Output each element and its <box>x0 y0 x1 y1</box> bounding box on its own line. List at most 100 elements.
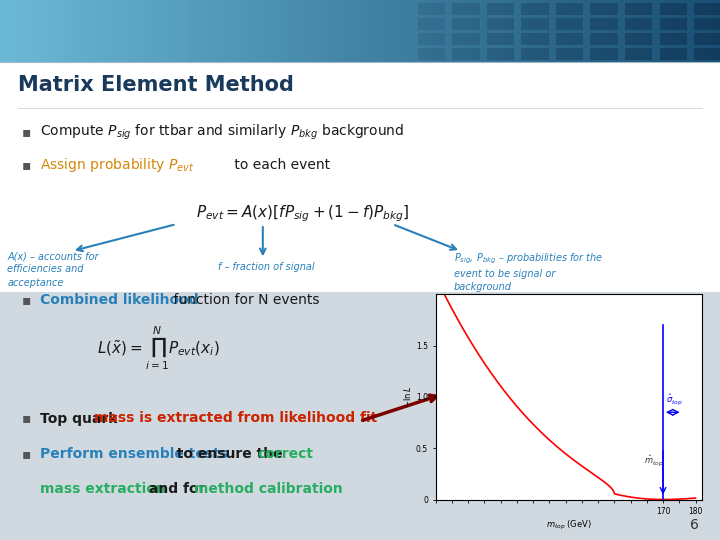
Bar <box>590 0 598 62</box>
Bar <box>302 0 310 62</box>
Bar <box>216 0 223 62</box>
Bar <box>115 0 122 62</box>
Bar <box>259 0 266 62</box>
Bar <box>461 0 468 62</box>
Bar <box>0 0 7 62</box>
Bar <box>101 0 108 62</box>
Bar <box>625 48 652 60</box>
Bar <box>410 0 418 62</box>
Bar <box>108 0 115 62</box>
Bar <box>526 0 533 62</box>
Bar <box>36 0 43 62</box>
Bar <box>521 18 549 30</box>
Bar <box>151 0 158 62</box>
Bar <box>122 0 130 62</box>
Bar <box>487 3 514 15</box>
Text: ▪: ▪ <box>22 411 31 426</box>
Bar <box>418 0 425 62</box>
Bar <box>713 0 720 62</box>
Text: $P_{evt} = A(x)\left[fP_{sig} + (1-f)P_{bkg}\right]$: $P_{evt} = A(x)\left[fP_{sig} + (1-f)P_{… <box>196 203 409 224</box>
Bar <box>187 0 194 62</box>
Bar <box>295 0 302 62</box>
Bar <box>691 0 698 62</box>
Bar <box>202 0 209 62</box>
Bar <box>418 18 445 30</box>
Bar <box>281 0 288 62</box>
Bar <box>396 0 403 62</box>
Bar <box>590 48 618 60</box>
Bar <box>521 48 549 60</box>
Bar <box>487 48 514 60</box>
Bar <box>238 0 245 62</box>
Bar <box>144 0 151 62</box>
Bar <box>452 3 480 15</box>
Bar <box>72 0 79 62</box>
Bar <box>497 0 504 62</box>
Bar <box>625 33 652 45</box>
Bar <box>684 0 691 62</box>
Bar <box>94 0 101 62</box>
Text: correct: correct <box>258 447 314 461</box>
Bar <box>569 0 576 62</box>
Bar <box>694 33 720 45</box>
Bar <box>223 0 230 62</box>
Text: Compute $P_{sig}$ for ttbar and similarly $P_{bkg}$ background: Compute $P_{sig}$ for ttbar and similarl… <box>40 123 404 142</box>
Bar <box>230 0 238 62</box>
Bar <box>590 33 618 45</box>
Bar <box>317 0 324 62</box>
Text: Matrix Element Method: Matrix Element Method <box>18 75 294 95</box>
Bar <box>324 0 331 62</box>
Text: function for N events: function for N events <box>169 293 320 307</box>
Bar <box>22 0 29 62</box>
Bar <box>266 0 274 62</box>
Bar <box>641 0 648 62</box>
Bar <box>252 0 259 62</box>
Text: A(x) – accounts for
efficiencies and
acceptance: A(x) – accounts for efficiencies and acc… <box>7 251 99 287</box>
Bar <box>245 0 252 62</box>
Bar <box>50 0 58 62</box>
Bar <box>511 0 518 62</box>
Text: ▪: ▪ <box>22 158 31 172</box>
Bar <box>487 33 514 45</box>
Text: ▪: ▪ <box>22 447 31 461</box>
Bar <box>694 48 720 60</box>
Bar <box>554 0 562 62</box>
Bar <box>482 0 490 62</box>
Bar <box>439 0 446 62</box>
Text: mass extraction: mass extraction <box>40 482 166 496</box>
Text: f – fraction of signal: f – fraction of signal <box>218 262 315 272</box>
Bar <box>590 18 618 30</box>
Bar <box>454 0 461 62</box>
Bar <box>29 0 36 62</box>
X-axis label: $m_{top}$ (GeV): $m_{top}$ (GeV) <box>546 519 592 532</box>
Bar <box>468 0 475 62</box>
Bar <box>0 292 720 540</box>
Bar <box>540 0 547 62</box>
Bar <box>338 0 346 62</box>
Bar <box>353 0 360 62</box>
Bar <box>590 3 618 15</box>
Bar <box>209 0 216 62</box>
Bar <box>583 0 590 62</box>
Bar <box>180 0 187 62</box>
Bar <box>670 0 677 62</box>
Y-axis label: $-\ln L$: $-\ln L$ <box>402 386 413 408</box>
Bar <box>706 0 713 62</box>
Bar <box>518 0 526 62</box>
Bar <box>562 0 569 62</box>
Bar <box>403 0 410 62</box>
Text: Assign probability $P_{evt}$: Assign probability $P_{evt}$ <box>40 156 194 174</box>
Bar <box>490 0 497 62</box>
Bar <box>452 48 480 60</box>
Text: 6: 6 <box>690 518 698 532</box>
Bar <box>418 33 445 45</box>
Bar <box>556 48 583 60</box>
Bar <box>288 0 295 62</box>
Bar <box>612 0 619 62</box>
Bar <box>598 0 605 62</box>
Bar <box>374 0 382 62</box>
Bar <box>625 3 652 15</box>
Bar <box>660 3 687 15</box>
Bar <box>382 0 389 62</box>
Bar <box>194 0 202 62</box>
